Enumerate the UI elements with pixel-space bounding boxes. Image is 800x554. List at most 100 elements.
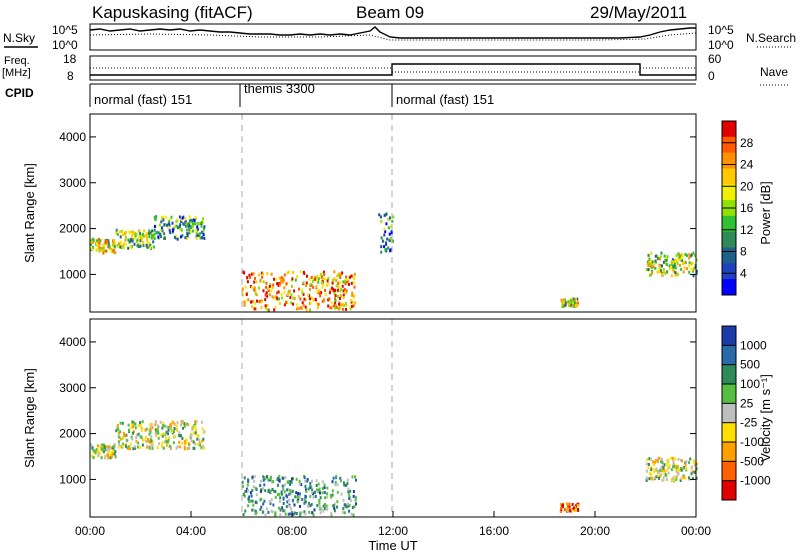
echo-cell xyxy=(336,306,339,310)
power-y-axis: 1000 2000 3000 4000 xyxy=(59,130,696,281)
echo-cell xyxy=(331,480,334,484)
echo-cell xyxy=(292,512,295,516)
echo-cell xyxy=(119,230,122,234)
echo-cell xyxy=(194,422,197,426)
echo-cell xyxy=(280,490,283,494)
echo-cell xyxy=(99,239,102,243)
echo-cell xyxy=(110,248,113,252)
echo-cell xyxy=(288,480,291,484)
echo-cell xyxy=(347,490,350,494)
echo-cell xyxy=(203,225,206,229)
echo-cell xyxy=(189,224,192,228)
echo-cell xyxy=(671,264,674,268)
echo-cell xyxy=(298,479,301,483)
echo-cell xyxy=(322,504,325,508)
echo-cell xyxy=(276,478,279,481)
colorbar-tick-label: 100 xyxy=(740,377,760,391)
echo-cell xyxy=(380,250,383,254)
echo-cell xyxy=(693,461,696,465)
echo-cell xyxy=(135,436,138,440)
echo-region xyxy=(560,297,579,308)
echo-cell xyxy=(263,476,266,480)
echo-cell xyxy=(662,464,664,467)
echo-cell xyxy=(681,258,683,262)
echo-cell xyxy=(653,463,655,466)
echo-cell xyxy=(684,261,687,265)
echo-cell xyxy=(310,503,313,506)
velocity-echo-layer xyxy=(90,419,698,517)
echo-cell xyxy=(680,468,683,472)
velocity-colorbar: 1000 500 100 25 -25 -100 -500 -1000 xyxy=(721,325,771,501)
echo-cell xyxy=(92,449,95,453)
echo-cell xyxy=(152,240,155,244)
echo-cell xyxy=(676,262,679,266)
power-colorbar-label: Power [dB] xyxy=(758,181,773,245)
echo-cell xyxy=(259,508,262,511)
echo-cell xyxy=(665,263,668,267)
echo-cell xyxy=(292,296,295,300)
echo-cell xyxy=(179,445,182,449)
echo-cell xyxy=(110,451,113,455)
echo-cell xyxy=(303,498,306,501)
echo-cell xyxy=(192,446,195,450)
echo-cell xyxy=(676,464,679,468)
echo-cell xyxy=(663,254,666,258)
echo-cell xyxy=(102,251,105,255)
echo-cell xyxy=(272,503,275,507)
echo-cell xyxy=(688,476,691,480)
echo-cell xyxy=(347,487,350,491)
colorbar-swatch xyxy=(722,263,736,280)
echo-cell xyxy=(659,265,662,269)
echo-cell xyxy=(188,231,191,235)
echo-cell xyxy=(337,285,340,289)
echo-cell xyxy=(104,456,107,460)
echo-cell xyxy=(319,511,322,515)
echo-cell xyxy=(180,228,183,232)
echo-cell xyxy=(175,234,178,238)
echo-cell xyxy=(146,445,149,449)
echo-cell xyxy=(91,454,93,458)
echo-cell xyxy=(139,233,142,237)
echo-cell xyxy=(680,458,682,462)
echo-cell xyxy=(243,494,246,498)
echo-cell xyxy=(137,441,140,445)
echo-cell xyxy=(256,299,258,303)
echo-cell xyxy=(267,287,269,291)
echo-cell xyxy=(311,279,314,283)
echo-cell xyxy=(316,275,319,279)
echo-cell xyxy=(266,507,268,511)
echo-cell xyxy=(334,297,337,301)
echo-cell xyxy=(267,510,270,514)
colorbar-tick-label: 500 xyxy=(740,358,760,372)
echo-cell xyxy=(327,304,330,308)
echo-cell xyxy=(662,260,665,264)
echo-cell xyxy=(163,424,166,428)
echo-cell xyxy=(266,308,269,312)
echo-cell xyxy=(663,471,666,475)
echo-cell xyxy=(260,489,262,493)
echo-cell xyxy=(112,243,115,247)
echo-cell xyxy=(254,289,257,293)
echo-cell xyxy=(194,215,197,219)
colorbar-tick-label: -100 xyxy=(740,435,764,449)
echo-cell xyxy=(244,285,247,289)
echo-cell xyxy=(334,294,337,298)
echo-cell xyxy=(265,285,267,289)
echo-cell xyxy=(295,512,298,515)
echo-cell xyxy=(309,283,312,287)
echo-cell xyxy=(151,426,154,430)
colorbar-swatch xyxy=(722,247,736,264)
echo-cell xyxy=(338,302,341,306)
echo-cell xyxy=(156,424,159,428)
echo-cell xyxy=(335,284,338,288)
echo-cell xyxy=(129,442,132,446)
echo-cell xyxy=(648,472,651,475)
echo-cell xyxy=(148,235,151,239)
echo-cell xyxy=(691,465,693,469)
echo-cell xyxy=(572,297,575,301)
echo-cell xyxy=(286,500,289,504)
x-tick-label: 12:00 xyxy=(378,524,408,538)
echo-cell xyxy=(345,280,348,284)
echo-cell xyxy=(134,236,136,240)
echo-cell xyxy=(271,488,274,491)
